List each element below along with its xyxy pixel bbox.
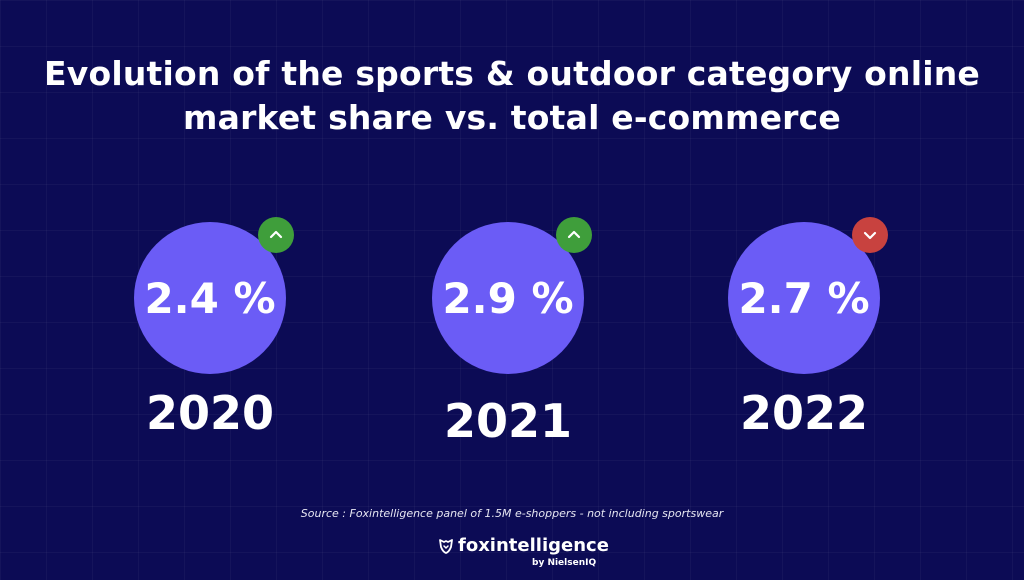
brand-name: foxintelligence [458,535,609,556]
chevron-down-icon [863,231,877,240]
chart-title-line-2: market share vs. total e-commerce [183,98,841,137]
kpi-value-2020: 2.4 % [144,273,276,323]
kpi-circle-2020: 2.4 % [134,222,286,374]
trend-badge-2022 [852,217,888,253]
kpi-year-2020: 2020 [145,386,275,440]
kpi-year-2021: 2021 [443,394,573,448]
kpi-circle-2021: 2.9 % [432,222,584,374]
fox-shield-icon [439,539,453,554]
chart-title-line-1: Evolution of the sports & outdoor catego… [44,54,980,93]
brand-subtitle: by NielsenIQ [532,558,597,568]
kpi-circle-2022: 2.7 % [728,222,880,374]
kpi-value-2021: 2.9 % [442,273,574,323]
kpi-2021: 2.9 % 2021 [388,217,628,452]
kpi-2022: 2.7 % 2022 [684,217,924,452]
kpi-2020: 2.4 % 2020 [90,217,330,452]
chevron-up-icon [567,230,581,239]
trend-badge-2020 [258,217,294,253]
chevron-up-icon [269,230,283,239]
trend-badge-2021 [556,217,592,253]
kpi-year-2022: 2022 [739,386,869,440]
source-note: Source : Foxintelligence panel of 1.5M e… [300,507,724,520]
chart-title: Evolution of the sports & outdoor catego… [0,52,1024,140]
kpi-value-2022: 2.7 % [738,273,870,323]
brand-logo: foxintelligence by NielsenIQ [438,535,609,570]
